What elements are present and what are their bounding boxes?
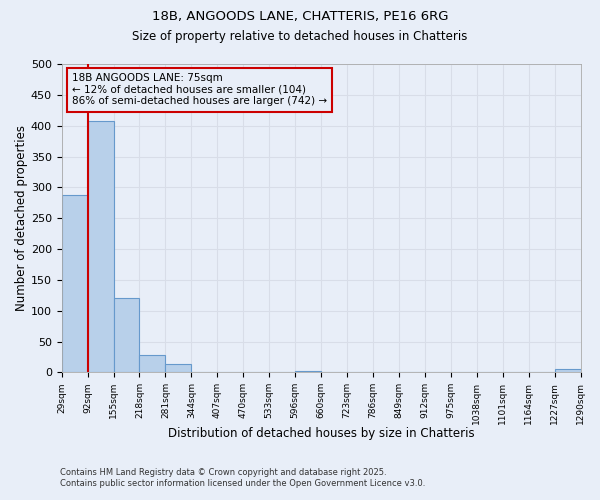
Text: 18B, ANGOODS LANE, CHATTERIS, PE16 6RG: 18B, ANGOODS LANE, CHATTERIS, PE16 6RG	[152, 10, 448, 23]
Text: 18B ANGOODS LANE: 75sqm
← 12% of detached houses are smaller (104)
86% of semi-d: 18B ANGOODS LANE: 75sqm ← 12% of detache…	[72, 74, 327, 106]
Bar	[554, 370, 581, 372]
X-axis label: Distribution of detached houses by size in Chatteris: Distribution of detached houses by size …	[168, 427, 475, 440]
Text: Contains HM Land Registry data © Crown copyright and database right 2025.
Contai: Contains HM Land Registry data © Crown c…	[60, 468, 425, 487]
Y-axis label: Number of detached properties: Number of detached properties	[15, 125, 28, 311]
Text: Size of property relative to detached houses in Chatteris: Size of property relative to detached ho…	[133, 30, 467, 43]
Bar	[166, 364, 191, 372]
Bar	[88, 120, 113, 372]
Bar	[113, 298, 139, 372]
Bar	[62, 196, 88, 372]
Bar	[139, 355, 166, 372]
Bar	[295, 370, 321, 372]
